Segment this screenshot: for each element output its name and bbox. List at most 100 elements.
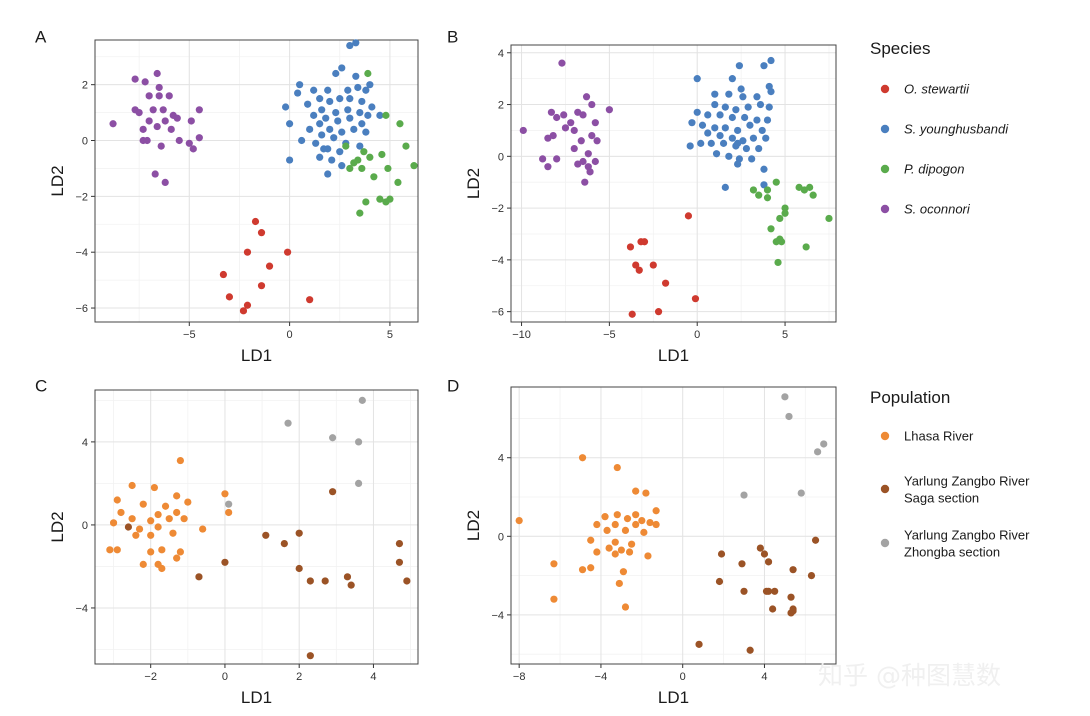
data-point [131,75,139,83]
data-point [225,500,233,508]
data-point [151,170,159,178]
data-point [707,139,715,147]
data-point [688,119,696,127]
data-point [753,93,761,101]
data-point [147,548,155,556]
data-point [781,209,789,217]
data-point [619,568,628,576]
data-point [109,519,118,527]
data-point [748,155,756,163]
y-tick-label: 0 [82,520,88,532]
data-point [128,515,136,523]
data-point [617,546,625,554]
data-point [734,160,742,168]
data-point [719,139,728,147]
data-point [762,134,770,142]
data-point [117,508,125,517]
data-point [378,150,386,159]
plot-frame [510,44,837,323]
data-point [601,513,609,521]
data-point [704,111,712,119]
data-point [410,162,418,170]
y-tick-label: 4 [82,437,88,449]
data-point [588,100,596,109]
data-point [582,93,591,101]
data-point [763,116,772,124]
data-point [581,178,589,186]
data-point [825,214,833,223]
data-point [283,248,292,256]
panel-b: B −10 −5 0 5 −6 −4 −2 0 2 4 LD1 LD2 [447,27,837,365]
data-point [652,507,660,515]
data-point [806,183,814,191]
panel-label: D [447,376,459,395]
data-point [621,603,630,611]
data-point [742,144,751,153]
data-point [644,552,652,560]
data-point [175,136,183,145]
data-point [395,540,404,548]
data-point [298,136,306,145]
data-point [591,157,599,166]
x-tick-label: 5 [782,329,788,341]
data-point [295,529,303,537]
data-point [693,75,701,83]
plot-frame [94,39,419,323]
data-point [635,266,643,274]
data-point [787,593,795,601]
series-p-dipogon [749,178,833,267]
data-point [158,546,166,554]
data-point [145,92,153,100]
data-point [593,137,601,145]
data-point [611,520,619,529]
data-point [334,117,342,125]
data-point [649,261,657,269]
data-point [744,103,752,111]
y-tick-label: 4 [498,453,504,465]
data-point [346,95,354,103]
data-point [326,97,334,106]
data-point [362,198,370,206]
data-point [338,128,346,136]
data-point [758,126,766,135]
data-point [721,103,729,111]
legend-swatch [880,84,890,94]
data-point [646,518,654,527]
data-point [113,546,121,554]
data-point [165,515,173,523]
data-point [697,139,705,147]
legend-label: Lhasa River [904,429,974,444]
data-point [149,106,157,114]
data-point [725,90,733,98]
data-point [735,62,743,70]
data-point [627,540,636,548]
data-point [243,301,252,309]
data-point [561,124,570,132]
y-axis-label: LD2 [48,511,67,542]
data-point [336,148,344,156]
y-tick-label: 0 [498,531,504,543]
data-point [352,72,360,80]
data-point [161,117,169,125]
series-lhasa-river [515,454,660,611]
series-yarlung-zangbo-river-saga-section [124,488,411,660]
data-point [632,520,640,529]
series-s-oconnori [519,59,613,186]
data-point [787,609,795,617]
data-point [746,121,754,129]
data-point [328,156,336,164]
data-point [324,86,332,94]
data-point [128,481,136,490]
data-point [169,529,177,537]
data-point [155,92,163,100]
data-point [354,438,363,446]
data-point [199,525,207,533]
data-point [332,69,340,78]
data-point [165,92,173,100]
x-tick-label: 0 [222,671,228,683]
x-tick-label: −10 [512,329,531,341]
data-point [603,526,611,535]
data-point [195,573,203,581]
data-point [159,106,167,114]
x-tick-label: 0 [287,329,293,341]
